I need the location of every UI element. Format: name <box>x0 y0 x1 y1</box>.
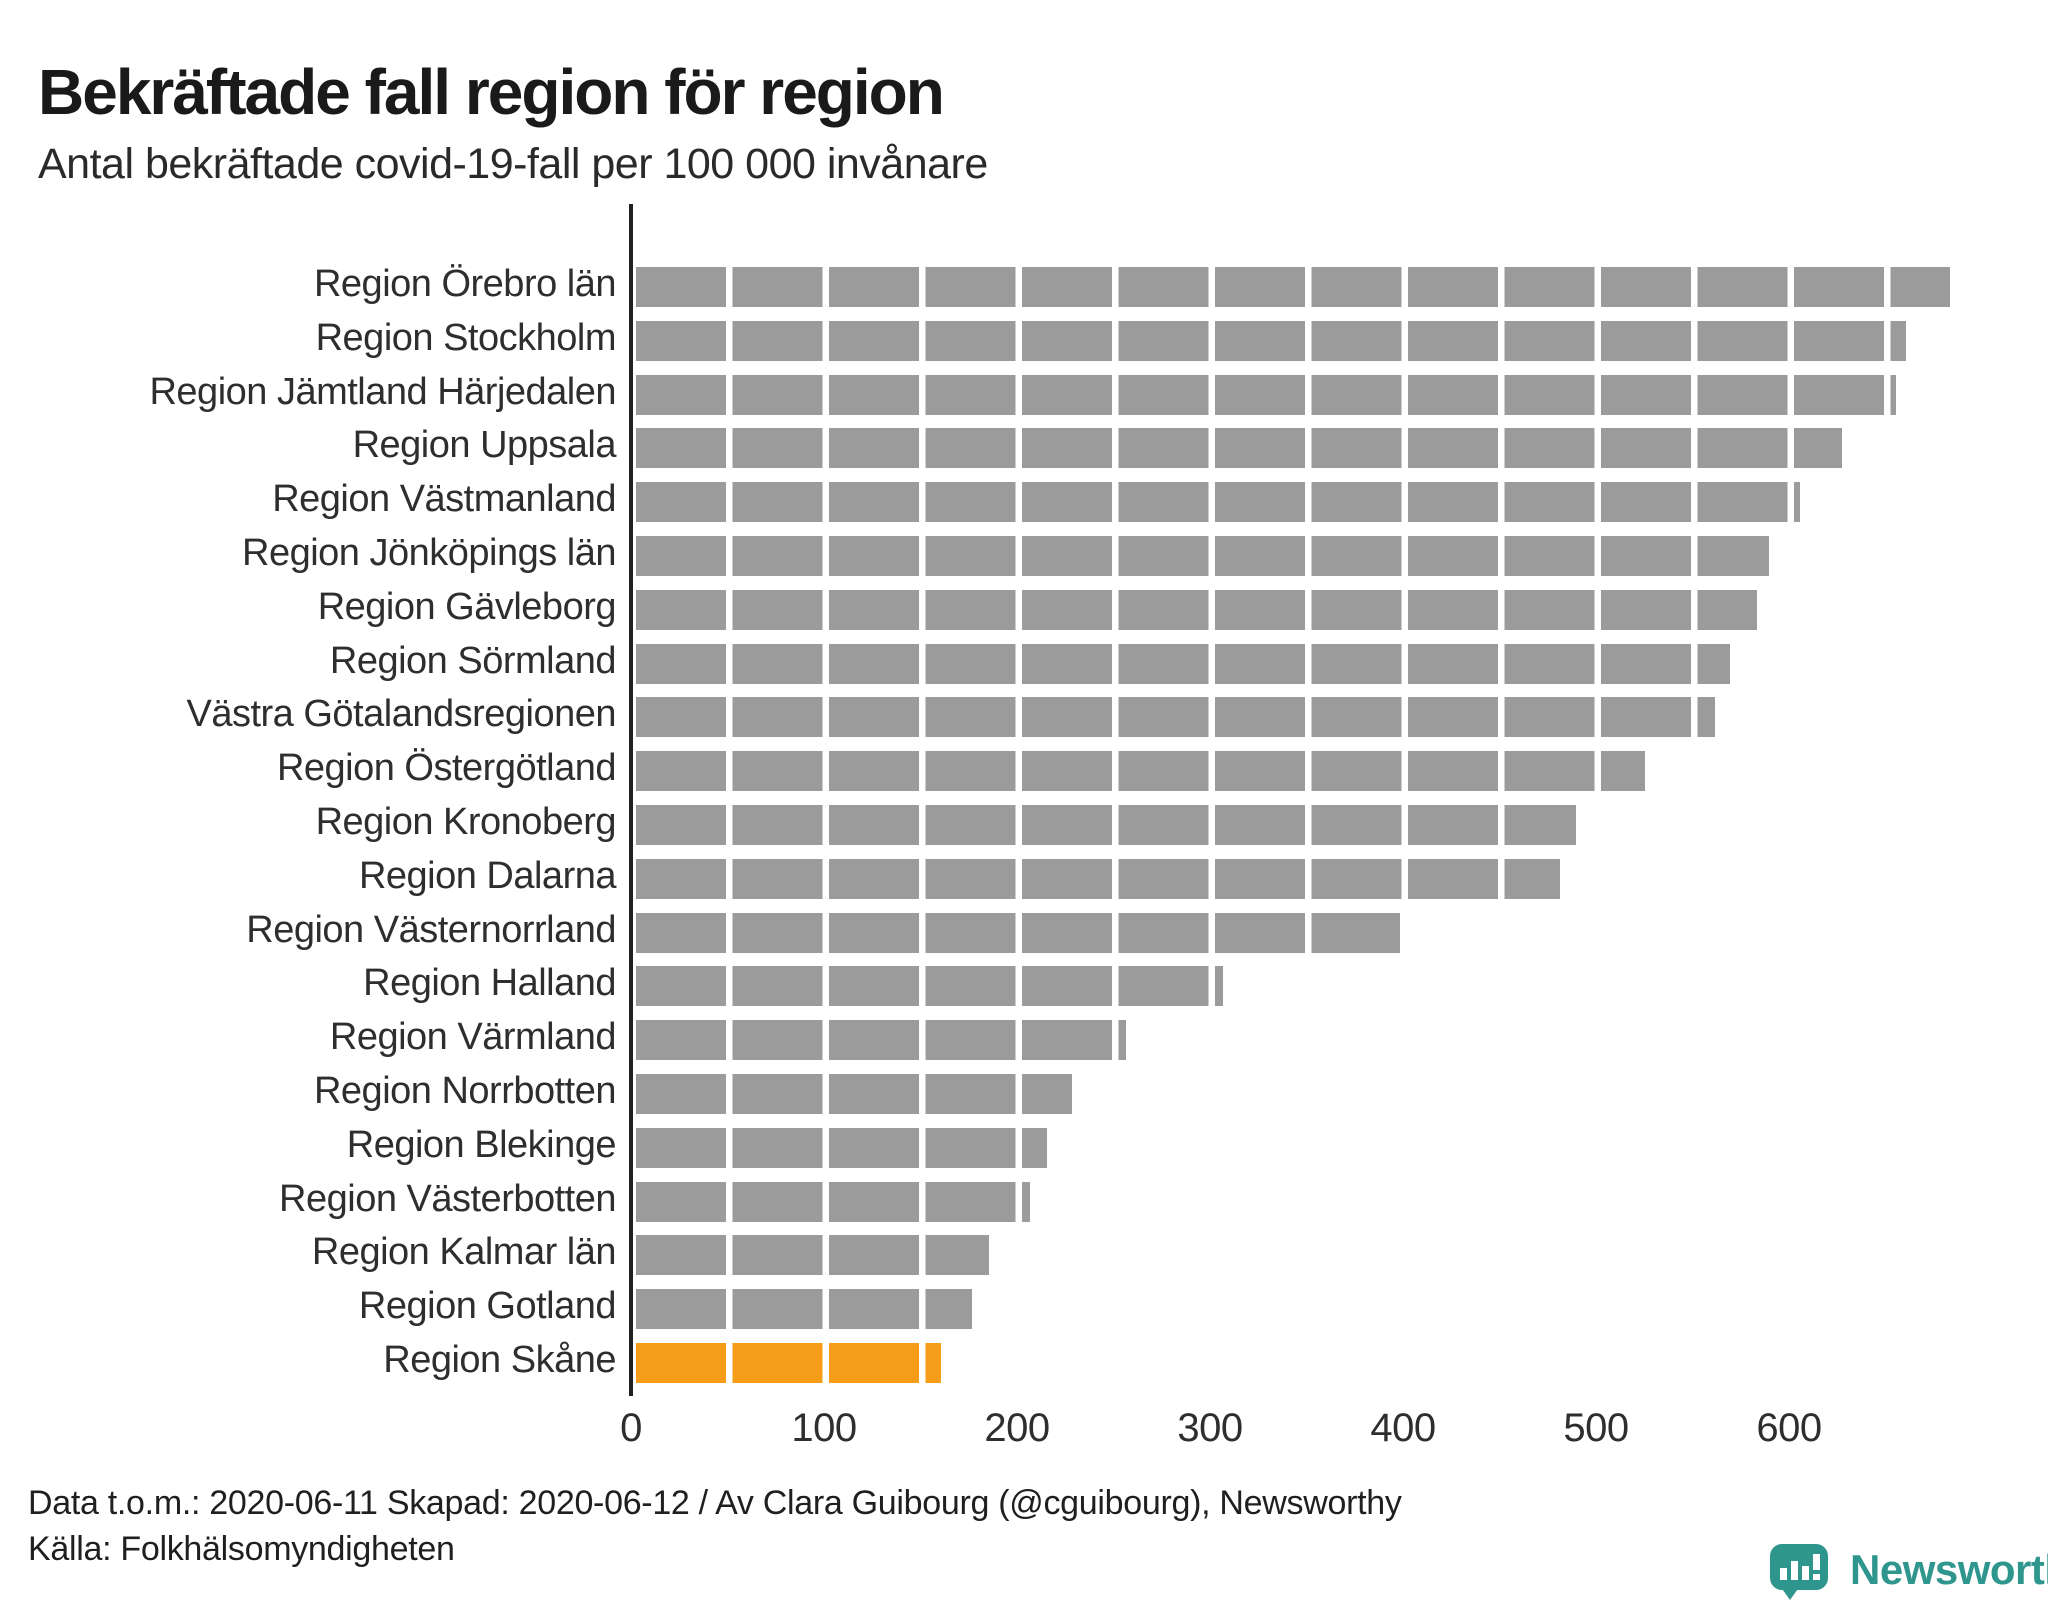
exclamation-dot-icon <box>1813 1574 1820 1580</box>
bar-label: Region Blekinge <box>346 1123 617 1166</box>
x-axis-tick-label: 200 <box>984 1406 1050 1450</box>
bar <box>636 858 1560 899</box>
x-axis-tick-label: 300 <box>1177 1406 1243 1450</box>
bar-chart-icon <box>1791 1561 1798 1580</box>
bar-highlighted <box>636 1343 941 1383</box>
bar-chart-icon <box>1802 1566 1809 1580</box>
y-axis-line <box>629 204 633 1396</box>
bar <box>636 1181 1030 1222</box>
bar-label: Region Västernorrland <box>246 908 616 951</box>
bar-label: Region Värmland <box>329 1016 617 1059</box>
bar-label: Region Jönköpings län <box>242 532 617 574</box>
bar-label: Region Västerbotten <box>279 1177 616 1220</box>
bar <box>636 912 1400 953</box>
bar <box>636 428 1842 469</box>
x-axis-tick-label: 500 <box>1563 1406 1629 1450</box>
bar <box>636 536 1769 576</box>
bar-label: Region Uppsala <box>352 424 617 467</box>
bar-label: Region Västmanland <box>272 478 616 521</box>
bar <box>636 1289 972 1330</box>
bar <box>636 1127 1047 1168</box>
bar-label: Region Dalarna <box>358 854 617 897</box>
bar <box>636 697 1715 738</box>
bar <box>636 805 1576 845</box>
bar-label: Region Kalmar län <box>311 1231 617 1274</box>
page-title: Bekräftade fall region för region <box>38 55 945 128</box>
bar-label: Region Örebro län <box>313 263 617 305</box>
bar <box>636 374 1896 415</box>
bar-label: Region Halland <box>363 962 616 1005</box>
bar-label: Region Skåne <box>383 1339 616 1381</box>
bar <box>636 751 1645 792</box>
chart-subtitle: Antal bekräftade covid-19-fall per 100 0… <box>38 140 988 188</box>
speech-bubble-tail <box>1780 1586 1800 1600</box>
footer-source: Källa: Folkhälsomyndigheten <box>28 1530 455 1568</box>
bar <box>636 643 1730 684</box>
bar-label: Region Kronoberg <box>315 801 617 843</box>
bar <box>636 1235 989 1276</box>
exclamation-icon <box>1813 1554 1820 1570</box>
logo-text: Newsworthy <box>1850 1546 2048 1593</box>
bar <box>636 966 1223 1007</box>
bar <box>636 482 1800 523</box>
x-axis-tick-label: 100 <box>791 1406 857 1450</box>
bar <box>636 1020 1126 1061</box>
x-axis-tick-label: 600 <box>1756 1406 1822 1450</box>
speech-bubble-icon <box>1770 1544 1828 1590</box>
x-axis-tick-label: 0 <box>620 1406 642 1450</box>
bar <box>636 589 1757 630</box>
bar-label: Region Gävleborg <box>317 585 617 628</box>
bar <box>636 320 1906 361</box>
bar-label: Region Östergötland <box>276 747 617 790</box>
bar <box>636 267 1950 307</box>
bar <box>636 1074 1072 1114</box>
bar-label: Västra Götalandsregionen <box>186 693 616 736</box>
bar-label: Region Norrbotten <box>313 1070 617 1112</box>
bar-label: Region Gotland <box>358 1285 617 1328</box>
bar-label: Region Jämtland Härjedalen <box>149 370 616 413</box>
bar-chart-icon <box>1780 1568 1787 1580</box>
bar-label: Region Sörmland <box>329 639 617 682</box>
x-axis-tick-label: 400 <box>1370 1406 1436 1450</box>
bar-label: Region Stockholm <box>315 316 617 359</box>
newsworthy-logo: Newsworthy <box>1770 1542 2048 1600</box>
footer-byline: Data t.o.m.: 2020-06-11 Skapad: 2020-06-… <box>28 1484 1402 1522</box>
